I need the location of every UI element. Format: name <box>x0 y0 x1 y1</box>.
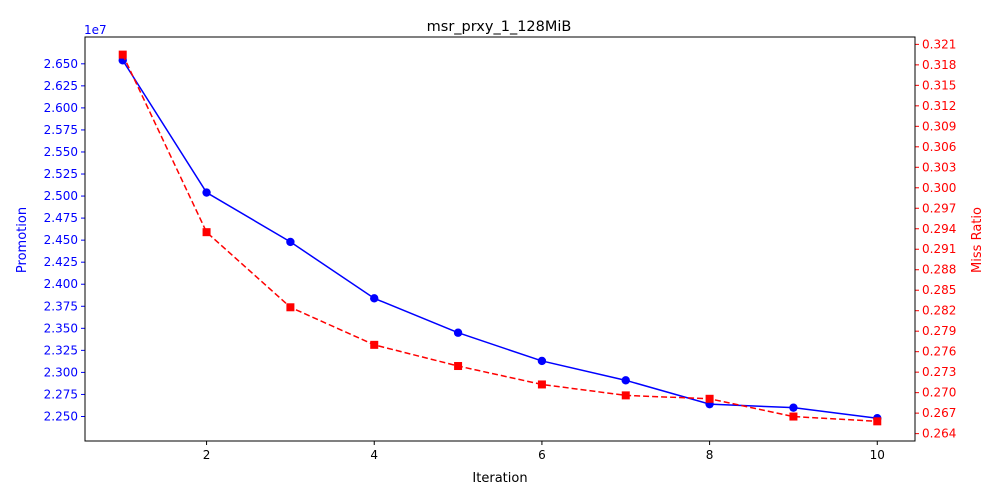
right-tick-label: 0.279 <box>922 324 956 338</box>
series-layer <box>118 50 882 426</box>
series-line-left <box>122 59 878 419</box>
left-tick-label: 2.525 <box>44 167 78 181</box>
series-point-left <box>789 403 798 412</box>
right-tick-label: 0.273 <box>922 365 956 379</box>
left-tick-label: 2.575 <box>44 123 78 137</box>
right-tick-label: 0.291 <box>922 242 956 256</box>
left-tick-label: 2.250 <box>44 409 78 423</box>
right-tick-label: 0.315 <box>922 78 956 92</box>
left-tick-label: 2.450 <box>44 233 78 247</box>
left-tick-label: 2.275 <box>44 387 78 401</box>
right-tick-label: 0.312 <box>922 99 956 113</box>
chart-title: msr_prxy_1_128MiB <box>427 19 572 35</box>
left-axis-offset-label: 1e7 <box>84 23 107 37</box>
x-tick-label: 4 <box>370 448 378 462</box>
right-tick-label: 0.318 <box>922 58 956 72</box>
left-axis-label: Promotion <box>15 207 30 273</box>
right-tick-label: 0.276 <box>922 345 956 359</box>
series-point-right <box>873 417 882 426</box>
left-tick-label: 2.500 <box>44 189 78 203</box>
left-tick-label: 2.625 <box>44 79 78 93</box>
left-tick-label: 2.650 <box>44 57 78 71</box>
right-tick-label: 0.264 <box>922 427 956 441</box>
right-tick-label: 0.309 <box>922 119 956 133</box>
series-point-right <box>370 340 379 349</box>
series-point-left <box>453 328 463 337</box>
series-point-right <box>705 394 714 403</box>
right-tick-label: 0.270 <box>922 386 956 400</box>
left-tick-label: 2.375 <box>44 299 78 313</box>
right-tick-label: 0.300 <box>922 181 956 195</box>
right-tick-label: 0.282 <box>922 304 956 318</box>
series-point-right <box>286 303 295 312</box>
left-tick-label: 2.350 <box>44 321 78 335</box>
series-point-left <box>621 376 630 385</box>
series-point-left <box>286 237 295 247</box>
right-tick-label: 0.321 <box>922 37 956 51</box>
series-point-right <box>118 50 127 59</box>
series-point-left <box>537 356 547 366</box>
left-tick-label: 2.600 <box>44 101 78 115</box>
series-point-left <box>202 188 211 197</box>
plot-frame <box>84 36 916 442</box>
left-tick-label: 2.325 <box>44 343 78 357</box>
series-point-right <box>537 380 546 389</box>
x-tick-label: 6 <box>538 448 546 462</box>
right-tick-label: 0.288 <box>922 263 956 277</box>
right-tick-label: 0.285 <box>922 283 956 297</box>
right-tick-label: 0.267 <box>922 406 956 420</box>
x-axis-label: Iteration <box>472 471 527 486</box>
series-point-right <box>454 362 463 371</box>
series-point-right <box>621 391 630 400</box>
series-point-right <box>202 228 211 237</box>
series-point-left <box>370 294 379 303</box>
left-tick-label: 2.550 <box>44 145 78 159</box>
right-tick-label: 0.297 <box>922 201 956 215</box>
left-tick-label: 2.475 <box>44 211 78 225</box>
x-tick-label: 8 <box>706 448 714 462</box>
ticks-layer: 2 4 6 8 10 2.250 2.275 2.300 2.325 2.350 2.375 2.40… <box>44 37 957 462</box>
right-tick-label: 0.306 <box>922 140 956 154</box>
x-tick-label: 10 <box>870 448 885 462</box>
left-tick-label: 2.300 <box>44 365 78 379</box>
right-tick-label: 0.303 <box>922 160 956 174</box>
series-line-right <box>122 54 878 423</box>
series-point-right <box>789 412 798 421</box>
right-tick-label: 0.294 <box>922 222 956 236</box>
left-tick-label: 2.425 <box>44 255 78 269</box>
x-tick-label: 2 <box>203 448 211 462</box>
left-tick-label: 2.400 <box>44 277 78 291</box>
right-axis-label: Miss Ratio <box>970 207 985 273</box>
